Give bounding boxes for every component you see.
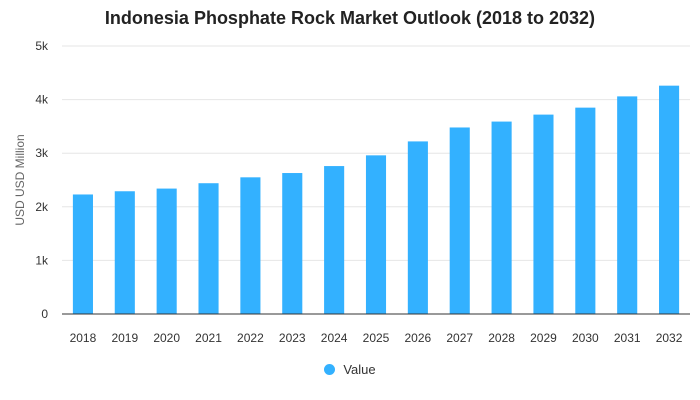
bar[interactable] xyxy=(72,194,93,314)
y-tick-label: 1k xyxy=(35,253,49,267)
y-tick-label: 5k xyxy=(35,39,49,53)
y-tick-label: 2k xyxy=(35,200,49,214)
chart-title: Indonesia Phosphate Rock Market Outlook … xyxy=(104,8,596,28)
bar[interactable] xyxy=(533,114,554,314)
x-tick-label: 2021 xyxy=(195,331,222,345)
legend-swatch-value xyxy=(324,364,336,375)
x-tick-label: 2019 xyxy=(111,331,138,345)
x-tick-label: 2023 xyxy=(279,331,306,345)
legend-label-value: Value xyxy=(343,362,376,377)
bar[interactable] xyxy=(449,127,470,314)
x-tick-label: 2022 xyxy=(237,331,264,345)
bar[interactable] xyxy=(491,121,512,315)
bar[interactable] xyxy=(198,183,219,314)
x-tick-label: 2020 xyxy=(153,331,180,345)
bar[interactable] xyxy=(407,141,428,314)
legend[interactable]: Value xyxy=(0,362,700,377)
x-tick-label: 2028 xyxy=(488,331,515,345)
y-tick-label: 3k xyxy=(35,146,49,160)
x-tick-label: 2031 xyxy=(614,331,641,345)
bar[interactable] xyxy=(240,177,261,314)
bar[interactable] xyxy=(114,191,135,314)
bar[interactable] xyxy=(156,188,177,314)
x-tick-label: 2029 xyxy=(530,331,557,345)
bar[interactable] xyxy=(324,166,345,314)
x-tick-label: 2030 xyxy=(572,331,599,345)
x-tick-label: 2032 xyxy=(656,331,683,345)
y-tick-label: 0 xyxy=(41,307,48,321)
x-tick-label: 2026 xyxy=(405,331,432,345)
x-tick-label: 2025 xyxy=(363,331,390,345)
x-tick-label: 2018 xyxy=(70,331,97,345)
y-tick-label: 4k xyxy=(35,93,49,107)
bar[interactable] xyxy=(617,96,638,314)
x-tick-label: 2024 xyxy=(321,331,348,345)
bar[interactable] xyxy=(659,85,680,314)
x-tick-label: 2027 xyxy=(446,331,473,345)
bar[interactable] xyxy=(365,155,387,314)
bar[interactable] xyxy=(575,107,596,314)
bar[interactable] xyxy=(282,173,303,314)
